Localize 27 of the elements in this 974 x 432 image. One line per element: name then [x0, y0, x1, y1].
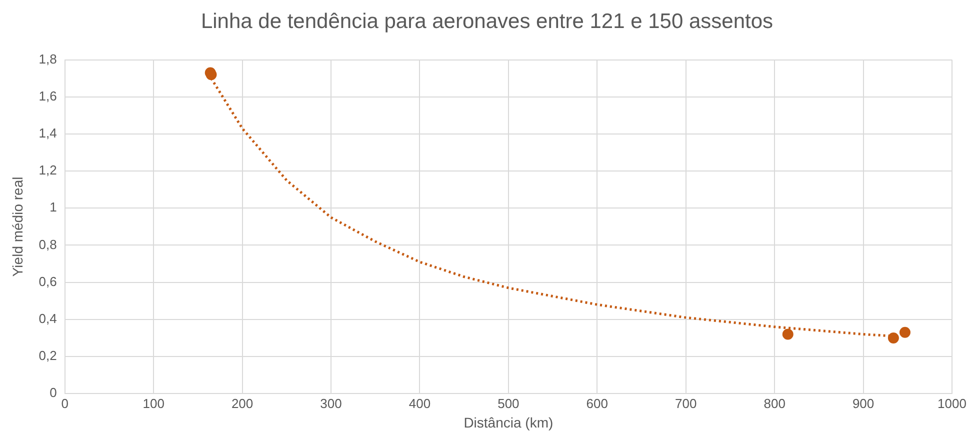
x-tick-label: 300	[320, 396, 342, 411]
y-tick-label: 1,6	[38, 88, 57, 104]
x-tick-label: 0	[61, 396, 68, 411]
x-tick-label: 600	[586, 396, 608, 411]
y-tick-label: 1,2	[38, 162, 57, 178]
x-tick-label: 200	[231, 396, 254, 411]
x-tick-label: 100	[142, 396, 164, 411]
x-axis-title: Distância (km)	[464, 414, 554, 430]
y-tick-label: 1,4	[38, 126, 57, 141]
x-tick-label: 800	[764, 396, 786, 411]
y-tick-label: 0,6	[38, 274, 57, 289]
y-tick-label: 1,8	[38, 51, 57, 66]
x-tick-label: 400	[408, 396, 431, 411]
point	[782, 328, 794, 340]
y-tick-label: 0	[50, 385, 57, 400]
y-tick-label: 0,2	[38, 348, 57, 364]
x-tick-label: 900	[852, 396, 874, 411]
y-axis-title: Yield médio real	[9, 176, 26, 277]
y-tick-label: 1	[50, 200, 57, 215]
point	[899, 326, 910, 338]
chart-title: Linha de tendência para aeronaves entre 121 e 150 assentos	[200, 9, 774, 35]
y-tick-label: 0,4	[38, 311, 57, 326]
y-tick-label: 0,8	[38, 236, 57, 252]
x-tick-label: 1000	[938, 396, 966, 411]
point	[888, 332, 899, 344]
x-tick-label: 500	[498, 396, 520, 411]
x-tick-label: 700	[675, 396, 697, 411]
